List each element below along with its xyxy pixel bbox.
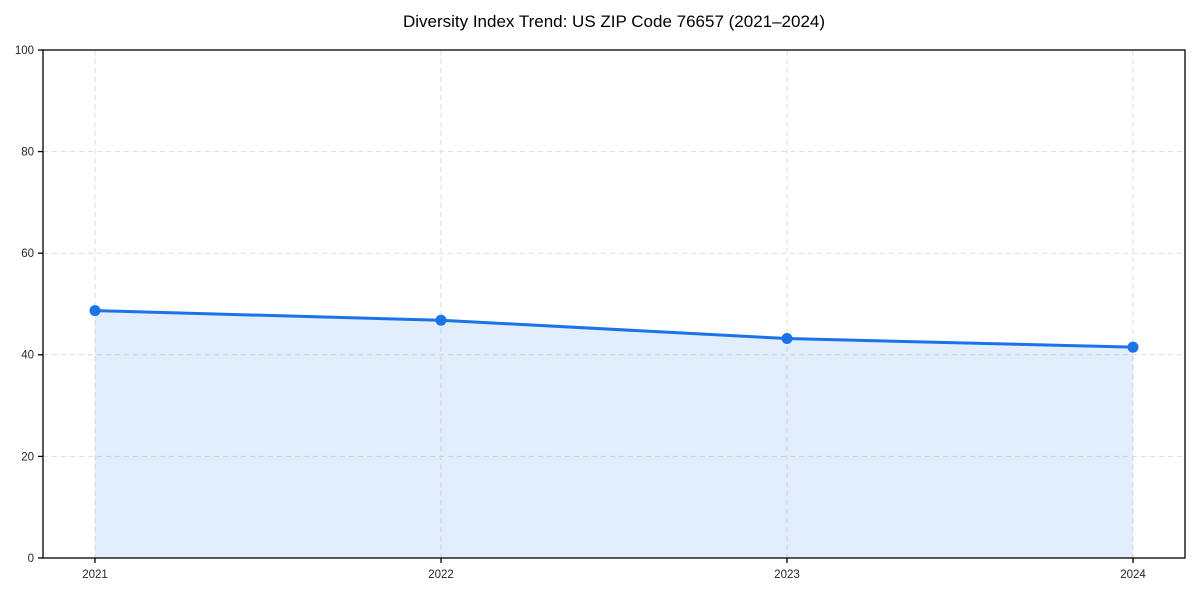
y-tick-label-80: 80 <box>21 147 34 159</box>
plot-border <box>42 49 1186 559</box>
data-point-2021 <box>89 305 101 317</box>
chart-title: Diversity Index Trend: US ZIP Code 76657… <box>402 12 826 31</box>
x-tick-label-2021: 2021 <box>82 569 108 581</box>
y-tick-label-100: 100 <box>15 45 34 57</box>
trend-line <box>93 309 1135 349</box>
y-tick-label-0: 0 <box>28 553 34 565</box>
data-point-2023 <box>781 333 793 345</box>
data-point-2022 <box>435 314 447 326</box>
x-tick-label-2024: 2024 <box>1120 569 1146 581</box>
y-tick-label-40: 40 <box>21 350 34 362</box>
area-fill <box>95 310 1133 558</box>
data-point-2024 <box>1127 341 1139 353</box>
y-tick-label-60: 60 <box>21 248 34 260</box>
y-tick-label-20: 20 <box>21 451 34 463</box>
x-tick-label-2023: 2023 <box>774 569 800 581</box>
x-tick-label-2022: 2022 <box>428 569 454 581</box>
